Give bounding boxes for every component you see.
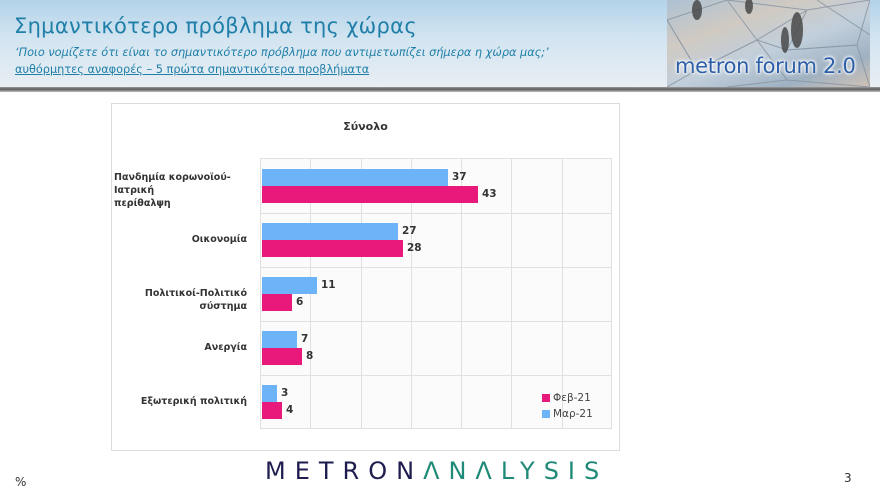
legend-swatch-mar: [542, 410, 550, 418]
data-label-feb: 28: [407, 242, 422, 254]
bar-mar: [262, 331, 297, 348]
unit-label: %: [15, 475, 27, 489]
gridline-vertical: [511, 159, 512, 429]
gridline-horizontal: [260, 428, 612, 429]
data-label-feb: 4: [286, 404, 294, 416]
bar-feb: [262, 240, 403, 257]
legend-label-feb: Φεβ-21: [553, 392, 591, 404]
gridline-vertical: [411, 159, 412, 429]
brand-part-metron: METRON: [265, 457, 424, 485]
bar-feb: [262, 294, 292, 311]
gridline-horizontal: [260, 375, 612, 376]
data-label-mar: 37: [452, 171, 467, 183]
page-title: Σημαντικότερο πρόβλημα της χώρας: [14, 14, 417, 38]
logo-text: metron forum 2.0: [675, 54, 856, 78]
category-label: Πανδημία κορωνοϊού-Ιατρική περίθαλψη: [114, 171, 264, 210]
category-label: Πολιτικοί-Πολιτικό σύστημα: [97, 287, 247, 313]
page-number: 3: [844, 471, 852, 485]
data-label-mar: 11: [321, 279, 336, 291]
header-banner: Σημαντικότερο πρόβλημα της χώρας ‘Ποιο ν…: [0, 0, 880, 88]
category-label-line: Πολιτικοί-Πολιτικό σύστημα: [144, 287, 247, 312]
legend-item-feb: Φεβ-21: [542, 390, 593, 406]
gridline-vertical: [310, 159, 311, 429]
category-label: Οικονομία: [97, 233, 247, 246]
legend-swatch-feb: [542, 394, 550, 402]
legend-label-mar: Μαρ-21: [553, 408, 593, 420]
category-label: Ανεργία: [97, 341, 247, 354]
category-label-line: περίθαλψη: [114, 198, 171, 209]
bar-feb: [262, 348, 302, 365]
plot-area: 37 43 27 28 11 6 7 8 3 4: [260, 158, 612, 429]
gridline-vertical: [260, 159, 261, 429]
chart-legend: Φεβ-21 Μαρ-21: [542, 390, 593, 422]
gridline-horizontal: [260, 213, 612, 214]
bar-feb: [262, 402, 282, 419]
data-label-mar: 7: [301, 333, 309, 345]
gridline-horizontal: [260, 321, 612, 322]
brand-part-analysis: ΛNΛLYSIS: [423, 457, 609, 485]
bar-mar: [262, 385, 277, 402]
chart-container: Σύνολο 37 43 27 28 11 6 7 8 3 4 Πανδημία κορωνοϊο…: [111, 103, 620, 451]
bar-feb: [262, 186, 478, 203]
gridline-vertical: [611, 159, 612, 429]
survey-note: αυθόρμητες αναφορές – 5 πρώτα σημαντικότ…: [15, 63, 370, 76]
data-label-feb: 8: [306, 350, 314, 362]
data-label-mar: 27: [402, 225, 417, 237]
chart-title: Σύνολο: [343, 120, 388, 133]
category-label-line: Οικονομία: [191, 233, 247, 245]
category-label: Εξωτερική πολιτική: [97, 395, 247, 408]
data-label-feb: 6: [296, 296, 304, 308]
data-label-feb: 43: [482, 188, 497, 200]
category-label-line: Πανδημία κορωνοϊού-Ιατρική: [114, 172, 231, 196]
header-divider: [0, 87, 880, 92]
category-label-line: Εξωτερική πολιτική: [140, 395, 247, 407]
survey-question: ‘Ποιο νομίζετε ότι είναι το σημαντικότερ…: [15, 46, 549, 59]
bar-mar: [262, 277, 317, 294]
bar-mar: [262, 169, 448, 186]
metron-analysis-logo: METRONΛNΛLYSIS: [265, 457, 608, 485]
category-label-line: Ανεργία: [204, 341, 247, 353]
data-label-mar: 3: [281, 387, 289, 399]
metron-forum-logo: metron forum 2.0: [667, 0, 870, 87]
gridline-vertical: [562, 159, 563, 429]
bar-mar: [262, 223, 398, 240]
architecture-photo-icon: [667, 0, 870, 87]
legend-item-mar: Μαρ-21: [542, 406, 593, 422]
gridline-vertical: [461, 159, 462, 429]
gridline-vertical: [361, 159, 362, 429]
gridline-horizontal: [260, 267, 612, 268]
